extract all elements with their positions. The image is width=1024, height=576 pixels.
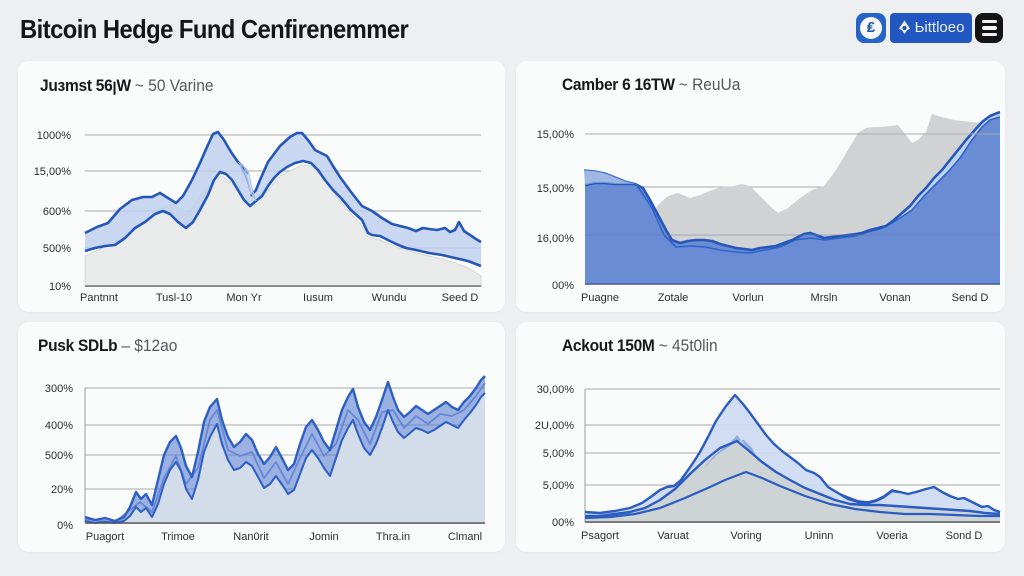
svg-text:Jomin: Jomin — [309, 531, 338, 543]
svg-text:Zotale: Zotale — [658, 292, 689, 304]
svg-text:Puagort: Puagort — [86, 531, 125, 543]
svg-text:Varuat: Varuat — [657, 530, 689, 542]
svg-text:600%: 600% — [43, 206, 71, 218]
svg-text:15,00%: 15,00% — [34, 166, 72, 178]
svg-text:0%: 0% — [57, 520, 73, 532]
svg-text:Clmanl: Clmanl — [448, 531, 482, 543]
svg-text:Puagne: Puagne — [581, 292, 619, 304]
svg-text:5,00%: 5,00% — [543, 448, 574, 460]
svg-text:Iusum: Iusum — [303, 292, 333, 304]
svg-text:Nan0rit: Nan0rit — [233, 531, 268, 543]
svg-text:500%: 500% — [45, 450, 73, 462]
svg-text:Send D: Send D — [952, 292, 989, 304]
svg-text:1000%: 1000% — [37, 130, 71, 142]
svg-text:400%: 400% — [45, 420, 73, 432]
svg-text:Mon Yr: Mon Yr — [226, 292, 262, 304]
svg-text:500%: 500% — [43, 243, 71, 255]
svg-text:Vonan: Vonan — [879, 292, 910, 304]
svg-text:Uninn: Uninn — [805, 530, 834, 542]
svg-text:10%: 10% — [49, 281, 71, 293]
svg-text:16,00%: 16,00% — [537, 233, 575, 245]
svg-text:Wundu: Wundu — [372, 292, 407, 304]
svg-text:Psagort: Psagort — [581, 530, 619, 542]
svg-text:Trimoe: Trimoe — [161, 531, 195, 543]
svg-text:Mrsln: Mrsln — [811, 292, 838, 304]
svg-text:Seed D: Seed D — [442, 292, 479, 304]
svg-text:300%: 300% — [45, 383, 73, 395]
svg-text:30,00%: 30,00% — [537, 384, 575, 396]
svg-text:00%: 00% — [552, 517, 574, 529]
svg-text:Tusl-10: Tusl-10 — [156, 292, 192, 304]
svg-text:Thra.in: Thra.in — [376, 531, 410, 543]
svg-text:Voeria: Voeria — [876, 530, 908, 542]
svg-text:5,00%: 5,00% — [543, 480, 574, 492]
svg-text:15,00%: 15,00% — [537, 183, 575, 195]
svg-text:00%: 00% — [552, 280, 574, 292]
svg-text:15,00%: 15,00% — [537, 129, 575, 141]
svg-text:Vorlun: Vorlun — [732, 292, 763, 304]
svg-text:20%: 20% — [51, 484, 73, 496]
svg-text:Voring: Voring — [730, 530, 761, 542]
svg-text:Sond D: Sond D — [946, 530, 983, 542]
svg-text:2U,00%: 2U,00% — [535, 420, 574, 432]
svg-text:Pantnnt: Pantnnt — [80, 292, 118, 304]
